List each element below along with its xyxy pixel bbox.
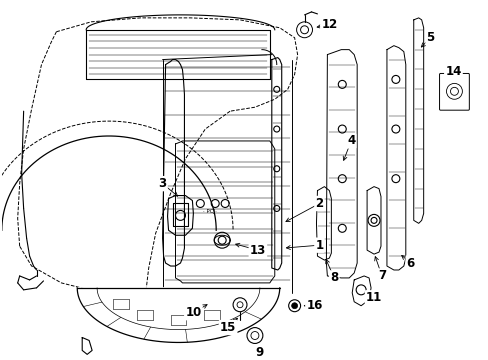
Text: · PCJ·: · PCJ· [203,210,217,215]
Text: 14: 14 [445,65,461,78]
Text: 8: 8 [329,271,338,284]
Text: 13: 13 [249,244,265,257]
Text: 4: 4 [346,134,355,148]
Text: 9: 9 [255,346,264,359]
Text: 16: 16 [305,299,322,312]
Text: 3: 3 [158,177,166,190]
Text: 6: 6 [406,257,414,270]
Circle shape [291,303,297,309]
Text: 2: 2 [315,197,323,210]
Text: 5: 5 [426,31,434,44]
Text: 7: 7 [377,269,385,283]
Polygon shape [77,288,279,342]
Text: 1: 1 [315,239,323,252]
Text: 12: 12 [321,18,337,31]
FancyBboxPatch shape [439,73,468,110]
Text: 11: 11 [365,291,382,304]
Text: 10: 10 [185,306,201,319]
Text: 15: 15 [220,321,236,334]
